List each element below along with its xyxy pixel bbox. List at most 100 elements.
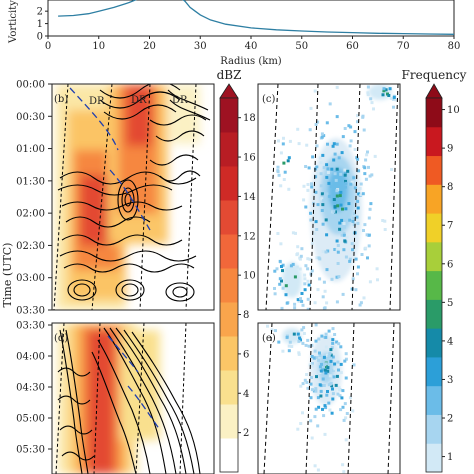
frequency-cell bbox=[333, 362, 337, 366]
panel-b-time-ticks: 00:00 00:30 01:00 01:30 02:00 02:30 03:00 03:30 bbox=[16, 80, 52, 317]
time-tick-label: 01:30 bbox=[16, 176, 45, 187]
panel-c: (c) bbox=[257, 83, 401, 311]
panel-c-field bbox=[265, 84, 399, 310]
frequency-cell bbox=[314, 220, 318, 224]
frequency-cell bbox=[288, 340, 292, 344]
frequency-cell bbox=[287, 344, 291, 348]
frequency-cell bbox=[300, 299, 304, 303]
frequency-cell bbox=[299, 297, 302, 301]
frequency-cell bbox=[293, 275, 297, 279]
frequency-cell bbox=[367, 244, 371, 248]
frequency-cell bbox=[331, 387, 334, 391]
frequency-cell bbox=[273, 287, 276, 290]
frequency-cell bbox=[352, 363, 356, 367]
panel-e: (e) bbox=[257, 322, 401, 474]
frequency-cell bbox=[344, 438, 348, 442]
colorbar-cell bbox=[220, 404, 238, 439]
frequency-cell bbox=[297, 339, 301, 343]
dbz-colorbar-ticks: 2 4 6 8 10 12 14 16 18 bbox=[238, 113, 256, 439]
frequency-cell bbox=[335, 248, 339, 252]
frequency-cell bbox=[350, 180, 354, 184]
frequency-cell bbox=[314, 190, 318, 194]
frequency-cell bbox=[360, 253, 364, 256]
frequency-cell bbox=[313, 349, 317, 353]
frequency-cell bbox=[308, 128, 312, 132]
frequency-cell bbox=[342, 231, 346, 235]
frequency-cell bbox=[296, 298, 300, 302]
frequency-cell bbox=[356, 265, 360, 269]
colorbar-cell bbox=[426, 414, 442, 444]
frequency-cell bbox=[347, 202, 351, 206]
frequency-cell bbox=[327, 401, 331, 405]
frequency-cell bbox=[382, 89, 386, 93]
frequency-cell bbox=[312, 356, 316, 360]
frequency-cell bbox=[323, 432, 327, 436]
frequency-cell bbox=[325, 163, 329, 167]
frequency-cell bbox=[321, 249, 325, 253]
frequency-cell bbox=[341, 292, 345, 296]
frequency-cell bbox=[368, 280, 372, 284]
frequency-cell bbox=[284, 293, 288, 297]
frequency-cell bbox=[344, 416, 348, 420]
frequency-cell bbox=[313, 301, 317, 305]
frequency-cell bbox=[392, 95, 396, 99]
frequency-cell bbox=[291, 262, 295, 266]
frequency-cell bbox=[314, 339, 318, 343]
frequency-cell bbox=[344, 255, 348, 259]
frequency-cell bbox=[345, 235, 349, 239]
frequency-cell bbox=[297, 299, 301, 303]
frequency-cell bbox=[332, 209, 336, 213]
frequency-cell bbox=[292, 332, 296, 336]
frequency-cell bbox=[322, 355, 326, 359]
frequency-cell bbox=[333, 333, 337, 336]
frequency-cell bbox=[343, 173, 347, 177]
frequency-cell bbox=[320, 209, 324, 212]
frequency-cell bbox=[333, 172, 337, 176]
frequency-cell bbox=[304, 165, 308, 168]
colorbar-cell bbox=[220, 200, 238, 235]
time-tick-label: 03:30 bbox=[16, 321, 45, 332]
frequency-cell bbox=[316, 288, 320, 292]
frequency-cell bbox=[328, 351, 332, 355]
panel-e-letter: (e) bbox=[262, 333, 276, 344]
frequency-cell bbox=[338, 194, 342, 198]
colorbar-cell bbox=[426, 213, 442, 243]
frequency-cell bbox=[368, 174, 372, 178]
frequency-cell bbox=[335, 239, 339, 243]
frequency-cell bbox=[311, 362, 314, 366]
frequency-cell bbox=[336, 250, 340, 254]
frequency-cell bbox=[313, 89, 317, 93]
panel-e-cells bbox=[266, 323, 356, 474]
frequency-cell bbox=[338, 388, 342, 392]
frequency-cell bbox=[316, 396, 320, 400]
frequency-cell bbox=[364, 158, 368, 162]
colorbar-cell bbox=[220, 302, 238, 337]
frequency-cell bbox=[324, 345, 328, 349]
colorbar-cell bbox=[426, 126, 442, 157]
frequency-cell bbox=[389, 96, 393, 100]
frequency-cell bbox=[361, 192, 365, 196]
frequency-cell bbox=[390, 168, 394, 171]
profile-x-tick-label: 70 bbox=[397, 41, 410, 52]
frequency-cell bbox=[350, 242, 354, 246]
frequency-cell bbox=[368, 207, 372, 211]
profile-plot-area bbox=[47, 0, 455, 37]
frequency-cell bbox=[336, 392, 340, 396]
frequency-cell bbox=[331, 327, 335, 331]
time-tick-label: 05:30 bbox=[16, 445, 45, 456]
frequency-cell bbox=[310, 343, 314, 347]
frequency-cell bbox=[337, 275, 341, 279]
colorbar-tick-label: 16 bbox=[243, 153, 256, 164]
frequency-cell bbox=[287, 156, 291, 160]
colorbar-cell bbox=[220, 268, 238, 303]
frequency-cell bbox=[315, 228, 319, 231]
frequency-cell bbox=[328, 194, 332, 198]
frequency-cell bbox=[349, 139, 353, 143]
frequency-cell bbox=[350, 287, 354, 291]
frequency-cell bbox=[303, 288, 307, 292]
frequency-cell bbox=[333, 367, 337, 371]
colorbar-tick-label: 7 bbox=[447, 221, 453, 232]
frequency-cell bbox=[322, 166, 326, 170]
panel-d: (d) 03:30 04:00 04:30 05:00 05:30 bbox=[16, 321, 215, 474]
frequency-cell bbox=[325, 192, 329, 196]
